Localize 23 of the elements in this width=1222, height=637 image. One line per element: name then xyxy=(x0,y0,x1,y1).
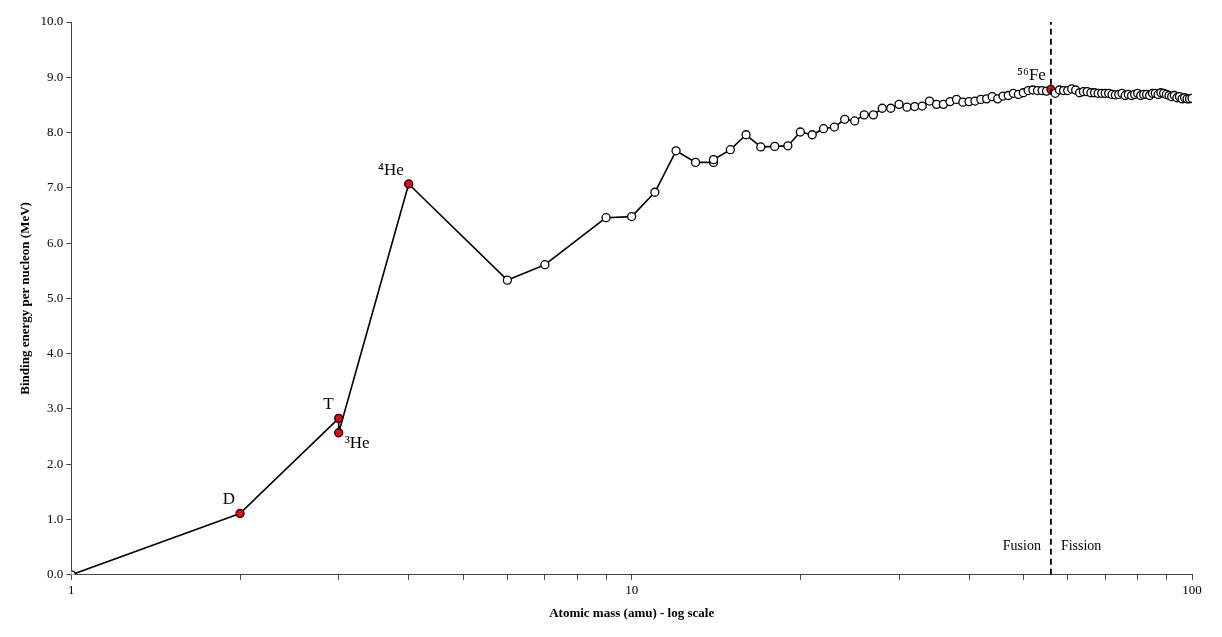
x-axis-title: Atomic mass (amu) - log scale xyxy=(549,604,715,620)
annotation: Fusion xyxy=(1002,538,1041,554)
y-tick-label: 7.0 xyxy=(47,179,64,195)
y-tick-label: 2.0 xyxy=(47,455,64,471)
x-tick-label: 100 xyxy=(1182,582,1202,598)
y-tick-label: 6.0 xyxy=(47,234,64,250)
y-tick-label: 4.0 xyxy=(47,345,64,361)
annotation: ³He xyxy=(344,432,370,452)
y-tick-label: 3.0 xyxy=(47,400,64,416)
y-tick-label: 10.0 xyxy=(40,13,64,29)
y-tick-label: 1.0 xyxy=(47,510,64,526)
annotation: Fission xyxy=(1060,538,1102,554)
y-tick-label: 5.0 xyxy=(47,289,64,305)
annotation: D xyxy=(222,489,236,509)
annotation: ⁴He xyxy=(377,159,404,179)
annotation: ⁵⁶Fe xyxy=(1017,65,1046,85)
y-tick-label: 8.0 xyxy=(47,123,64,139)
y-axis-title: Binding energy per nucleon (MeV) xyxy=(17,202,33,395)
x-tick-label: 10 xyxy=(625,582,639,598)
y-tick-label: 9.0 xyxy=(47,68,64,84)
annotation: T xyxy=(323,394,335,414)
y-tick-label: 0.0 xyxy=(47,566,64,582)
x-tick-label: 1 xyxy=(68,582,75,598)
